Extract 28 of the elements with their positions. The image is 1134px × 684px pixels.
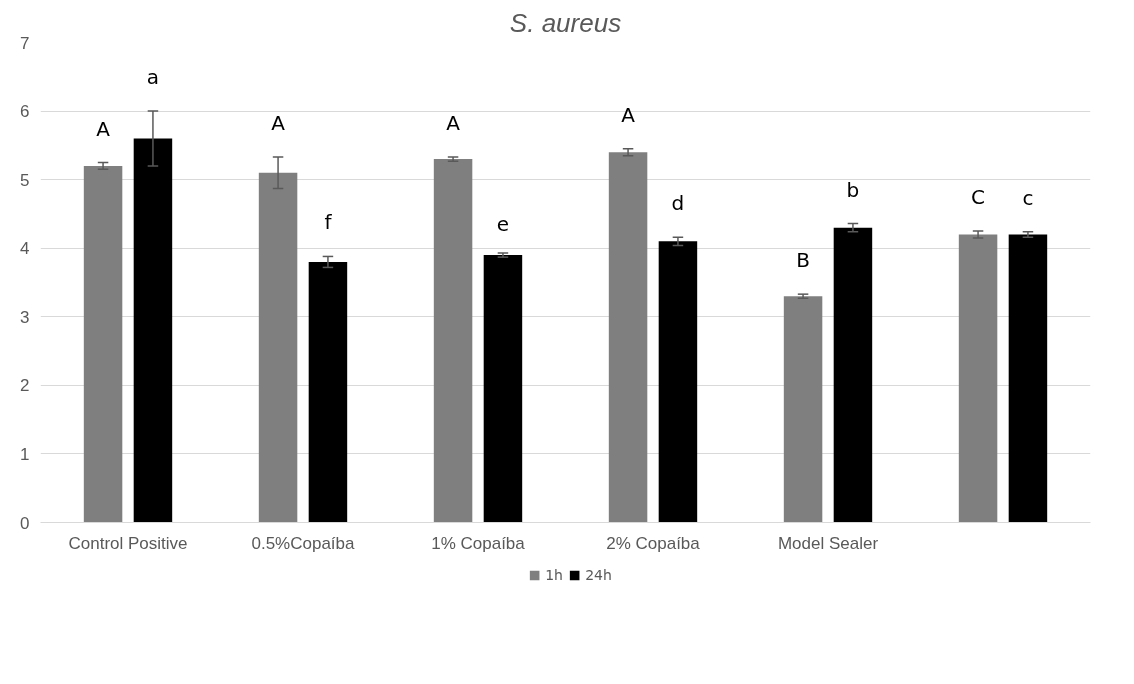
chart-title: S. aureus: [509, 7, 622, 38]
y-tick-label: 1: [20, 444, 30, 464]
data-label: c: [1022, 185, 1034, 210]
x-tick-label: Control Positive: [68, 533, 188, 553]
y-tick-label: 6: [20, 102, 30, 122]
data-label: A: [96, 116, 111, 141]
y-tick-label: 3: [20, 307, 30, 327]
data-label: e: [496, 212, 510, 237]
data-label: b: [846, 177, 860, 202]
data-label: A: [621, 102, 636, 127]
x-tick-label: 0.5%Copaíba: [251, 533, 356, 553]
data-label: A: [271, 111, 286, 136]
y-tick-label: 4: [20, 239, 30, 259]
x-tick-label: 2% Copaíba: [606, 533, 701, 553]
x-tick-label: Model Sealer: [777, 533, 879, 553]
y-tick-label: 7: [20, 33, 30, 53]
y-tick-label: 5: [20, 170, 30, 190]
legend-label: 1h: [545, 567, 564, 583]
data-label: d: [671, 191, 685, 216]
data-label: a: [146, 65, 160, 90]
y-tick-label: 2: [20, 376, 30, 396]
data-label: B: [796, 248, 810, 273]
y-tick-label: 0: [20, 513, 30, 533]
legend-label: 24h: [585, 567, 612, 583]
data-label: C: [971, 185, 986, 210]
data-label: A: [446, 111, 461, 136]
x-tick-label: 1% Copaíba: [431, 533, 526, 553]
data-label: f: [324, 210, 333, 235]
